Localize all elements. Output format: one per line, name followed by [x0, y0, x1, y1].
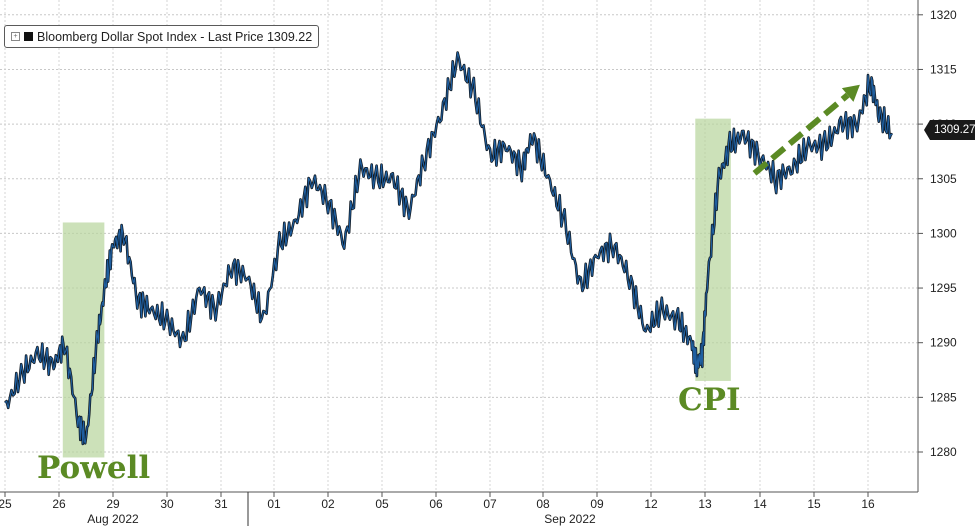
x-tick-label: 09 — [590, 497, 604, 511]
series-line — [4, 51, 894, 446]
x-tick-label: 07 — [483, 497, 497, 511]
x-tick-label: 30 — [160, 497, 174, 511]
x-tick-label: 15 — [807, 497, 821, 511]
series-path — [4, 51, 893, 445]
x-tick-label: 25 — [0, 497, 12, 511]
y-tick-label: 1290 — [930, 336, 957, 350]
grid-lines — [0, 0, 918, 492]
x-tick-label: 05 — [375, 497, 389, 511]
trend-arrow — [752, 84, 860, 176]
x-tick-label: 31 — [214, 497, 228, 511]
x-tick-label: 26 — [52, 497, 66, 511]
x-tick-label: 02 — [321, 497, 335, 511]
annotation-powell: Powell — [37, 450, 151, 486]
legend-label: Bloomberg Dollar Spot Index - Last Price… — [37, 29, 313, 44]
y-tick-label: 1295 — [930, 281, 957, 295]
legend-swatch — [24, 32, 33, 41]
legend-toggle-icon[interactable]: + — [11, 32, 20, 41]
x-tick-label: 08 — [536, 497, 550, 511]
y-tick-label: 1315 — [930, 62, 957, 76]
y-tick-label: 1320 — [930, 8, 957, 22]
y-tick-label: 1300 — [930, 226, 957, 240]
x-month-label: Aug 2022 — [87, 512, 139, 526]
x-tick-label: 14 — [753, 497, 767, 511]
last-price-value: 1309.27 — [930, 120, 975, 140]
x-tick-label: 16 — [861, 497, 875, 511]
annotation-cpi: CPI — [678, 382, 741, 418]
legend[interactable]: + Bloomberg Dollar Spot Index - Last Pri… — [4, 25, 320, 48]
y-tick-label: 1285 — [930, 390, 957, 404]
trend-arrow-shaft — [752, 92, 850, 176]
y-tick-label: 1280 — [930, 445, 957, 459]
last-price-tag: 1309.27 — [924, 120, 975, 140]
last-price-pointer — [924, 120, 930, 140]
x-month-label: Sep 2022 — [544, 512, 596, 526]
x-tick-label: 06 — [429, 497, 443, 511]
x-tick-label: 01 — [267, 497, 281, 511]
trend-arrow-head — [841, 84, 860, 102]
x-tick-label: 13 — [698, 497, 712, 511]
y-tick-label: 1305 — [930, 172, 957, 186]
series-shadow — [4, 51, 894, 446]
x-tick-label: 12 — [644, 497, 658, 511]
x-tick-label: 29 — [106, 497, 120, 511]
